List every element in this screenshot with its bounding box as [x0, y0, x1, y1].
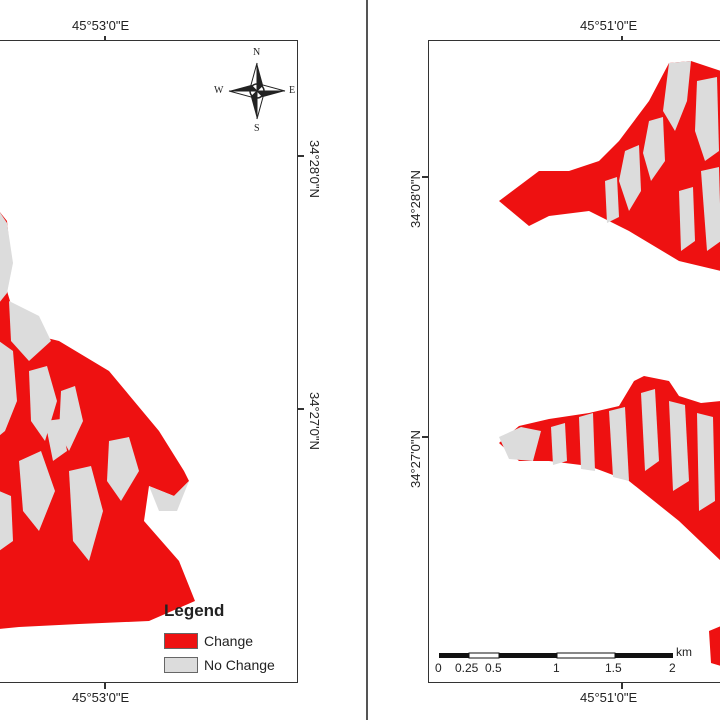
left-map-panel: 45°53'0"E	[0, 18, 322, 705]
left-bottom-longitude-label: 45°53'0"E	[72, 690, 130, 705]
right-lower-no-change-patches	[499, 389, 715, 511]
compass-west-label: W	[214, 85, 224, 96]
right-bottom-change-region	[709, 626, 720, 666]
compass-east-label: E	[289, 85, 296, 96]
right-map-frame: 0 0.25 0.5 1 1.5 2 km	[428, 40, 720, 683]
left-no-change-patches	[0, 212, 189, 561]
right-upper-latitude-label: 34°28'0"N	[408, 170, 423, 228]
scale-label-0-25: 0.25	[455, 661, 479, 675]
compass-rose-icon	[228, 62, 286, 120]
right-lower-latitude-label: 34°27'0"N	[408, 430, 423, 488]
scale-bar	[439, 652, 673, 659]
scale-label-0-5: 0.5	[485, 661, 502, 675]
scale-label-1-5: 1.5	[605, 661, 622, 675]
compass-north-label: N	[253, 47, 261, 58]
left-map-frame: N S E W Legend Change No Change	[0, 40, 298, 683]
right-top-longitude-label: 45°51'0"E	[580, 18, 638, 33]
legend-no-change-label: No Change	[204, 657, 275, 673]
left-lat-tick-lower	[298, 408, 304, 410]
right-upper-no-change-patches	[605, 61, 720, 251]
right-lat-tick-lower	[422, 436, 428, 438]
compass-south-label: S	[254, 123, 260, 134]
left-change-map	[0, 212, 195, 629]
left-lat-tick-upper	[298, 155, 304, 157]
left-lower-latitude-label: 34°27'0"N	[307, 392, 322, 450]
right-lower-change-region	[499, 376, 720, 561]
left-top-tick	[104, 36, 106, 42]
right-bottom-tick	[621, 683, 623, 689]
scale-unit-label: km	[676, 645, 692, 659]
legend-change-swatch	[164, 633, 198, 649]
legend-no-change-swatch	[164, 657, 198, 673]
panel-divider	[366, 0, 368, 720]
scale-label-1: 1	[553, 661, 560, 675]
left-change-region	[0, 212, 195, 629]
left-upper-latitude-label: 34°28'0"N	[307, 140, 322, 198]
legend-title: Legend	[164, 601, 225, 620]
right-bottom-longitude-label: 45°51'0"E	[580, 690, 638, 705]
scale-label-0: 0	[435, 661, 442, 675]
right-map-panel: 45°51'0"E 34°28'0"N 34°27'0"N	[370, 0, 720, 720]
left-bottom-tick	[104, 683, 106, 689]
scale-label-2: 2	[669, 661, 676, 675]
legend-change-label: Change	[204, 633, 254, 649]
right-top-tick	[621, 36, 623, 42]
right-lat-tick-upper	[422, 176, 428, 178]
right-change-map	[439, 61, 720, 666]
left-top-longitude-label: 45°53'0"E	[72, 18, 130, 33]
